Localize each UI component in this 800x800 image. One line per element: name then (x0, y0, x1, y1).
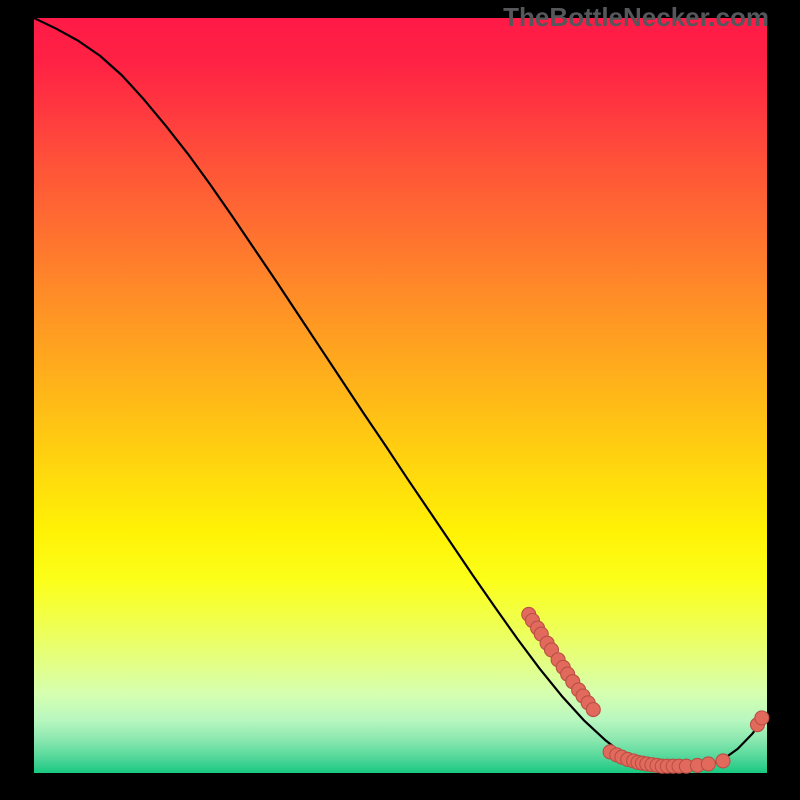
watermark-text: TheBottleNecker.com (503, 2, 769, 33)
plot-gradient-background (34, 18, 767, 773)
chart-root: TheBottleNecker.com (0, 0, 800, 800)
